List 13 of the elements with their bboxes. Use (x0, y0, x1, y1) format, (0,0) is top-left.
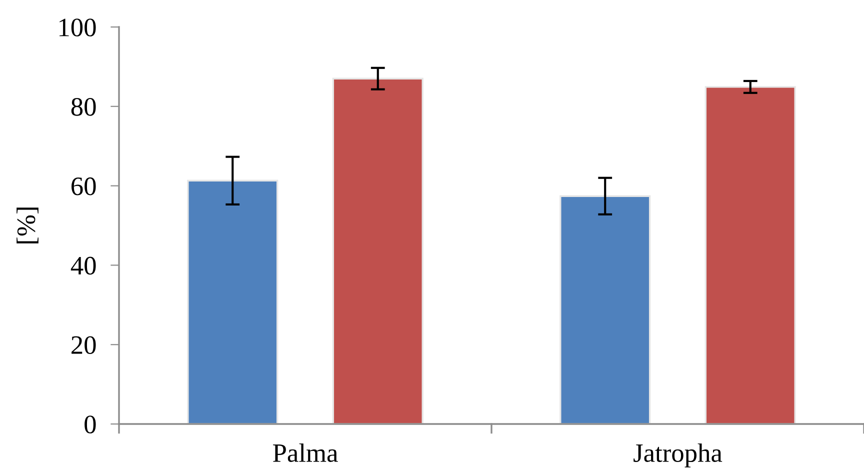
y-tick-label: 100 (60, 18, 96, 36)
x-tick-label: Palma (273, 443, 338, 462)
bar (704, 86, 796, 424)
bar (560, 195, 651, 424)
x-tick-label: Jatropha (634, 443, 722, 468)
y-tick-label: 40 (70, 256, 96, 275)
y-axis-title: [%] (16, 208, 38, 244)
y-tick-label: 0 (84, 416, 96, 434)
y-tick-label: 80 (71, 98, 96, 116)
y-tick-label: 60 (72, 177, 96, 196)
bar (187, 180, 278, 424)
y-tick-label: 20 (72, 336, 96, 354)
bar (332, 78, 424, 424)
